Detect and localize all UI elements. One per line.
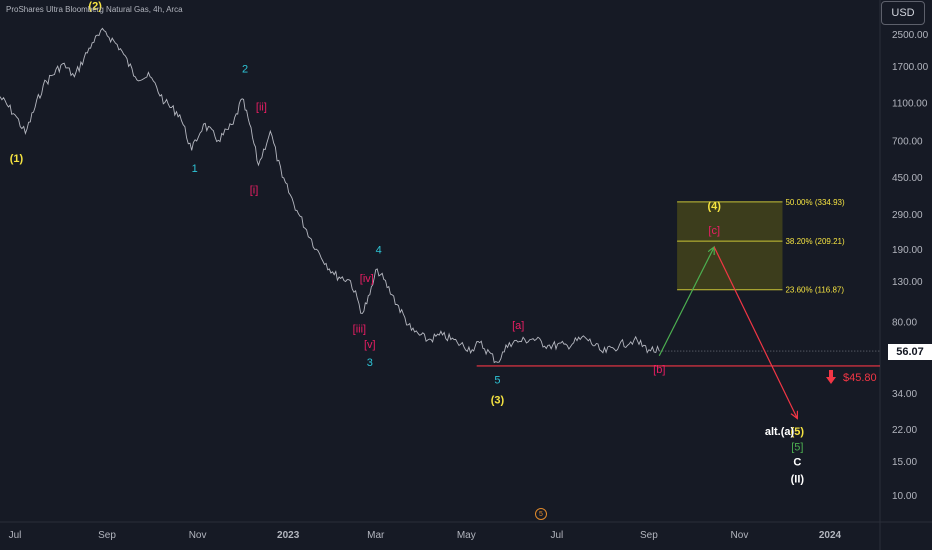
projection-paths: [658, 246, 797, 419]
wave-label: (5): [791, 426, 805, 438]
price-series: [0, 27, 880, 364]
wave-label: alt.(a): [765, 426, 795, 438]
x-tick-label: 2024: [819, 530, 842, 541]
down-arrow-icon: [826, 370, 836, 384]
y-tick-label: 80.00: [892, 317, 917, 328]
wave-label: [a]: [512, 320, 524, 332]
currency-button[interactable]: USD: [881, 1, 925, 25]
last-price-badge: 56.07: [888, 344, 932, 360]
x-tick-label: Jul: [9, 530, 22, 541]
y-axis: 2500.00 1700.00 1100.00 700.00 450.00 290.00 1…: [892, 30, 929, 502]
x-tick-label: Nov: [189, 530, 207, 541]
wave-label: [b]: [653, 364, 665, 376]
target-zone-box: [677, 201, 783, 290]
wave-label: 2: [242, 63, 248, 75]
x-tick-label: Sep: [640, 530, 658, 541]
target-zone: 50.00% (334.93) 38.20% (209.21) 23.60% (11…: [677, 198, 845, 295]
wave-label: [ii]: [256, 102, 267, 114]
y-tick-label: 290.00: [892, 210, 923, 221]
projection-arrow: [713, 246, 797, 419]
wave-labels: (1) (2) 1 2 [ii] [i] [iii] [iv] [v] 3 4 5 (3) [a] [b] (…: [10, 1, 805, 486]
x-tick-label: Jul: [550, 530, 563, 541]
y-tick-label: 450.00: [892, 173, 923, 184]
wave-label: (2): [88, 1, 102, 13]
y-tick-label: 1700.00: [892, 62, 929, 73]
wave-label: 5: [494, 375, 500, 387]
wave-label: [i]: [250, 185, 259, 197]
fib-level-label: 38.20% (209.21): [785, 237, 844, 246]
wave-label: (II): [791, 474, 805, 486]
y-tick-label: 22.00: [892, 425, 917, 436]
x-tick-label: Nov: [731, 530, 749, 541]
support-level-label: $45.80: [843, 372, 877, 384]
wave-label: (1): [10, 153, 24, 165]
fib-level-label: 50.00% (334.93): [785, 198, 844, 207]
x-axis: Jul Sep Nov 2023 Mar May Jul Sep Nov 2024: [9, 530, 842, 541]
wave-label: (3): [491, 394, 505, 406]
wave-label: [5]: [791, 442, 803, 454]
x-tick-label: Mar: [367, 530, 385, 541]
wave-label: [iv]: [360, 273, 374, 285]
event-marker-icon[interactable]: 5: [535, 508, 547, 520]
fib-level-label: 23.60% (116.87): [785, 286, 844, 295]
y-tick-label: 1100.00: [892, 99, 928, 110]
price-line: [0, 27, 660, 364]
y-tick-label: 15.00: [892, 457, 917, 468]
wave-label: 3: [367, 357, 373, 369]
y-tick-label: 700.00: [892, 136, 923, 147]
wave-label: [v]: [364, 339, 376, 351]
wave-label: (4): [707, 201, 721, 213]
y-tick-label: 34.00: [892, 389, 917, 400]
y-tick-label: 2500.00: [892, 30, 929, 41]
y-tick-label: 130.00: [892, 277, 923, 288]
x-tick-label: 2023: [277, 530, 300, 541]
wave-label: [c]: [708, 225, 720, 237]
wave-label: [iii]: [353, 324, 366, 336]
projection-arrow: [658, 247, 714, 357]
chart-title: ProShares Ultra Bloomberg Natural Gas, 4…: [6, 5, 183, 14]
y-tick-label: 10.00: [892, 491, 917, 502]
y-tick-label: 190.00: [892, 245, 923, 256]
wave-label: C: [793, 457, 801, 469]
x-tick-label: Sep: [98, 530, 116, 541]
x-tick-label: May: [457, 530, 476, 541]
wave-label: 4: [376, 245, 382, 257]
wave-label: 1: [192, 163, 198, 175]
